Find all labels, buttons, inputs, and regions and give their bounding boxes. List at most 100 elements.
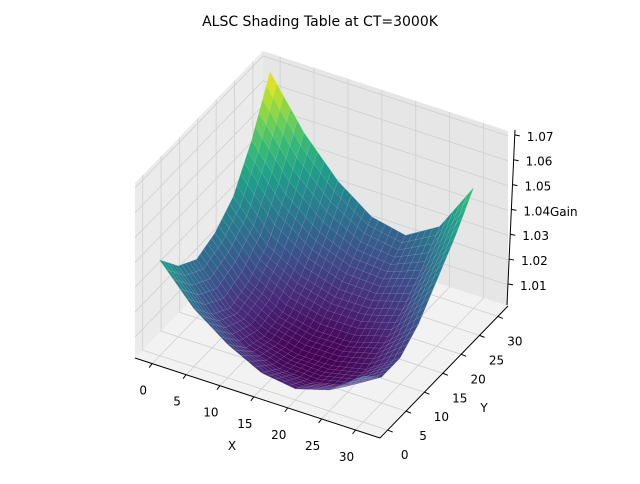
surface-edge <box>330 312 342 322</box>
surface-edge <box>372 276 384 287</box>
surface-edge <box>255 279 267 295</box>
surface-face <box>356 375 367 380</box>
surface-edge <box>355 278 367 289</box>
surface-edge <box>261 320 272 332</box>
surface-edge <box>355 357 367 364</box>
surface-edge <box>283 362 295 369</box>
surface-edge <box>337 370 350 375</box>
surface-edge <box>348 293 360 304</box>
surface-edge <box>314 361 326 368</box>
surface-edge <box>386 278 398 287</box>
surface-edge <box>295 208 307 227</box>
surface-edge <box>340 307 352 318</box>
surface-edge <box>323 326 335 336</box>
y-tick-label: 25 <box>489 353 504 367</box>
surface-edge <box>370 247 382 259</box>
surface-edge <box>251 360 263 367</box>
surface-edge <box>250 319 262 331</box>
surface-edge <box>374 328 386 337</box>
surface-edge <box>396 270 408 279</box>
surface-edge <box>364 321 376 330</box>
surface-edge <box>368 300 380 309</box>
surface-edge <box>177 272 189 285</box>
surface-edge <box>267 326 279 336</box>
surface-edge <box>323 310 335 320</box>
surface-edge <box>291 382 304 388</box>
surface-edge <box>419 275 431 290</box>
surface-edge <box>264 315 276 327</box>
surface-edge <box>166 269 178 281</box>
surface-edge <box>352 268 364 279</box>
surface-edge <box>346 243 358 259</box>
surface-edge <box>331 360 343 367</box>
surface-edge <box>240 355 253 362</box>
surface-edge <box>442 211 454 228</box>
surface-edge <box>416 283 427 298</box>
surface-edge <box>279 133 291 159</box>
surface-edge <box>274 330 286 340</box>
surface-edge <box>254 150 266 174</box>
surface-edge <box>415 294 427 309</box>
surface-edge <box>212 300 224 312</box>
surface-edge <box>393 263 405 272</box>
surface-edge <box>313 313 325 325</box>
surface-edge <box>326 319 338 329</box>
surface-edge <box>326 201 338 219</box>
surface-edge <box>302 387 313 390</box>
surface-edge <box>230 281 242 298</box>
x-tick-label: 25 <box>305 439 320 453</box>
surface-edge <box>331 276 343 290</box>
surface-edge <box>340 187 352 206</box>
surface-edge <box>233 296 245 309</box>
surface-edge <box>423 266 435 282</box>
surface-edge <box>203 316 216 326</box>
x-axis-line <box>134 357 381 439</box>
surface-edge <box>203 263 215 280</box>
surface-edge <box>198 293 210 305</box>
surface-edge <box>190 299 202 312</box>
surface-edge <box>384 235 396 247</box>
surface-edge <box>253 330 265 339</box>
surface-edge <box>173 271 185 284</box>
surface-edge <box>355 295 367 307</box>
surface-edge <box>336 330 348 340</box>
surface-edge <box>294 341 306 351</box>
z-tick-label: 1.05 <box>525 180 552 194</box>
surface-edge <box>397 312 410 326</box>
surface-edge <box>292 319 304 329</box>
surface-edge <box>400 262 412 272</box>
surface-edge <box>228 323 241 333</box>
surface-edge <box>227 287 239 303</box>
surface-edge <box>411 238 423 248</box>
surface-edge <box>358 288 370 299</box>
surface-edge <box>325 358 337 367</box>
surface-edge <box>312 386 324 389</box>
surface-edge <box>351 303 363 313</box>
surface-edge <box>236 173 248 196</box>
gridline-z <box>134 130 264 263</box>
surface-edge <box>313 369 326 376</box>
surface-edge <box>257 365 270 373</box>
surface-edge <box>330 190 342 209</box>
surface-edge <box>277 338 289 348</box>
surface-edge <box>323 386 334 389</box>
surface-edge <box>269 96 281 124</box>
surface-edge <box>241 350 253 357</box>
surface-edge <box>406 277 418 287</box>
surface-edge <box>327 284 339 298</box>
surface-edge <box>256 235 268 253</box>
surface-edge <box>326 334 338 343</box>
surface-edge <box>307 271 319 285</box>
surface-edge <box>292 301 304 313</box>
surface-edge <box>211 312 223 322</box>
surface-edge <box>275 108 287 135</box>
surface-edge <box>166 262 179 274</box>
surface-edge <box>316 306 328 318</box>
surface-edge <box>238 271 250 287</box>
surface-edge <box>356 335 369 343</box>
surface-edge <box>310 382 321 385</box>
surface-edge <box>356 260 368 272</box>
surface-edge <box>381 224 393 236</box>
surface-edge <box>317 288 329 300</box>
surface-edge <box>320 379 332 384</box>
